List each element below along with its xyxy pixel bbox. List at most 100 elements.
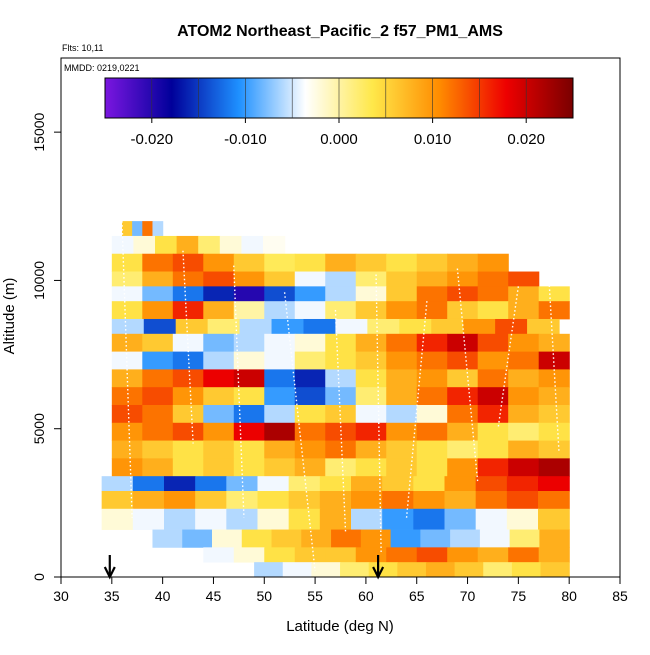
heatmap-cell: [271, 318, 305, 335]
heatmap-cell: [294, 458, 326, 477]
heatmap-cell: [477, 422, 509, 441]
heatmap-cell: [325, 333, 357, 353]
flight-track: [548, 277, 560, 453]
y-tick-label: 10000: [31, 261, 47, 300]
heatmap-cell: [382, 476, 414, 492]
y-axis: 0 5000 10000 15000: [31, 112, 62, 581]
y-tick-label: 15000: [31, 112, 47, 151]
heatmap-cell: [212, 529, 243, 548]
heatmap-cell: [111, 235, 135, 255]
heatmap-cell: [483, 562, 513, 578]
heatmap-cell: [132, 508, 165, 530]
heatmap-cell: [264, 547, 296, 563]
heatmap-cell: [463, 318, 496, 335]
heatmap-cell: [538, 333, 570, 353]
heatmap-cell: [335, 318, 368, 335]
heatmap-cell: [508, 547, 540, 563]
heatmap-cell: [142, 333, 174, 353]
heatmap-cell: [264, 301, 296, 320]
flight-track: [121, 221, 133, 518]
heatmap-cell: [195, 490, 227, 510]
heatmap-cell: [233, 286, 265, 302]
heatmap-cell: [198, 235, 221, 255]
heatmap-cell: [172, 440, 204, 459]
heatmap-cell: [226, 508, 259, 530]
heatmap-cell: [538, 301, 570, 320]
heatmap-cell: [506, 476, 539, 492]
heatmap-cell: [477, 286, 509, 302]
heatmap-cell: [172, 387, 204, 406]
flights-note: Flts: 10,11: [62, 43, 103, 53]
heatmap-cell: [142, 458, 174, 477]
heatmap-cell: [495, 318, 528, 335]
heatmap-cell: [386, 440, 418, 459]
heatmap-cell: [447, 369, 479, 388]
heatmap-cell: [111, 301, 143, 320]
heatmap-cell: [294, 271, 326, 287]
heatmap-cell: [288, 476, 321, 492]
heatmap-cell: [447, 301, 479, 320]
arrow-head: [372, 566, 385, 580]
heatmap-cell: [475, 508, 508, 530]
heatmap-cell: [444, 490, 477, 510]
heatmap-cell: [447, 458, 479, 477]
heatmap-cell: [288, 508, 321, 530]
heatmap-cell: [121, 221, 133, 240]
heatmap-cell: [226, 476, 259, 492]
heatmap-cell: [508, 301, 540, 320]
heatmap-cell: [207, 318, 241, 335]
heatmap-cell: [355, 404, 387, 424]
heatmap-cell: [264, 422, 296, 441]
heatmap-cell: [282, 562, 312, 578]
heatmap-cell: [142, 271, 174, 287]
heatmap-cell: [508, 422, 540, 441]
heatmap-cell: [203, 547, 235, 563]
heatmap-cell: [508, 333, 540, 353]
x-axis: 30 35 40 45 50 55 60 65 70 75 80 85: [53, 576, 628, 604]
heatmap-cell: [133, 235, 156, 255]
heatmap-cell: [203, 286, 235, 302]
heatmap-cell: [477, 271, 509, 287]
heatmap-cell: [111, 404, 143, 424]
heatmap-cell: [142, 387, 174, 406]
x-tick-label: 85: [612, 588, 628, 604]
heatmap-cell: [538, 422, 570, 441]
heatmap-cell: [195, 476, 227, 492]
heatmap-cell: [111, 440, 143, 459]
heatmap-cell: [538, 404, 570, 424]
heatmap-cell: [538, 286, 570, 302]
heatmap-cell: [241, 529, 273, 548]
heatmap-cell: [303, 318, 337, 335]
x-tick-label: 40: [155, 588, 171, 604]
heatmap-cell: [182, 529, 213, 548]
x-tick-label: 65: [409, 588, 425, 604]
heatmap-cell: [203, 387, 235, 406]
heatmap-cell: [264, 387, 296, 406]
x-tick-label: 50: [256, 588, 272, 604]
heatmap-cell: [416, 286, 448, 302]
heatmap-cell: [382, 490, 414, 510]
heatmap-cell: [416, 440, 448, 459]
heatmap-cell: [264, 458, 296, 477]
heatmap-cell: [413, 508, 446, 530]
heatmap-cell: [447, 286, 479, 302]
heatmap-cell: [508, 440, 540, 459]
heatmap-cell: [325, 422, 357, 441]
heatmap-cell: [420, 529, 451, 548]
heatmap-cell: [203, 271, 235, 287]
y-tick-label: 5000: [31, 413, 47, 444]
heatmap-cell: [538, 458, 570, 477]
heatmap-cell: [203, 351, 235, 370]
heatmap-cell: [203, 369, 235, 388]
heatmap-cell: [538, 547, 570, 563]
heatmap-cell: [506, 490, 539, 510]
heatmap-cell: [447, 404, 479, 424]
heatmap-cell: [538, 508, 570, 530]
heatmap-cell: [416, 333, 448, 353]
heatmap-cell: [447, 333, 479, 353]
heatmap-cell: [325, 458, 357, 477]
heatmap-cell: [111, 318, 145, 335]
heatmap-cell: [416, 301, 448, 320]
